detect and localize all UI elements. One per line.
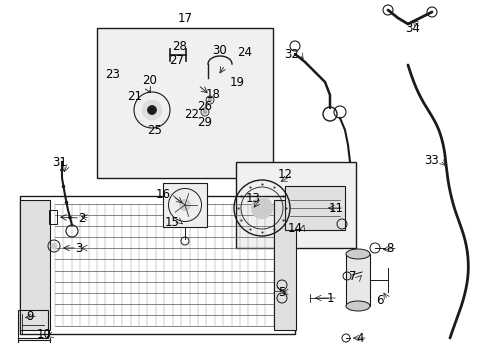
Circle shape: [51, 243, 57, 249]
Text: 3: 3: [75, 242, 82, 255]
Text: 16: 16: [155, 188, 170, 201]
Bar: [20, 196, 294, 334]
Text: 14: 14: [287, 221, 302, 234]
Bar: [49, 210, 57, 224]
Text: 31: 31: [52, 156, 67, 168]
Text: 20: 20: [142, 73, 157, 86]
Text: 21: 21: [127, 90, 142, 103]
Text: 13: 13: [245, 192, 260, 204]
Text: 26: 26: [197, 99, 212, 112]
Bar: [285, 186, 345, 230]
Text: 28: 28: [172, 40, 187, 53]
Bar: [20, 200, 50, 330]
Text: 2: 2: [78, 211, 85, 225]
Text: 1: 1: [325, 292, 333, 305]
Text: 32: 32: [284, 48, 299, 60]
Bar: [97, 28, 272, 178]
Circle shape: [203, 110, 206, 114]
Circle shape: [179, 199, 190, 211]
Circle shape: [147, 105, 156, 114]
Text: 27: 27: [169, 54, 184, 67]
Text: 30: 30: [212, 44, 227, 57]
Bar: [236, 162, 355, 248]
Text: 8: 8: [386, 242, 393, 255]
Ellipse shape: [346, 301, 369, 311]
Circle shape: [142, 100, 162, 120]
Text: 25: 25: [147, 123, 162, 136]
Text: 29: 29: [197, 116, 212, 129]
Bar: [163, 183, 206, 227]
Text: 34: 34: [405, 22, 420, 35]
Bar: [18, 310, 48, 338]
Text: 23: 23: [105, 68, 120, 81]
Bar: [346, 254, 369, 306]
Text: 10: 10: [37, 328, 51, 342]
Bar: [273, 200, 295, 330]
Text: 6: 6: [375, 293, 383, 306]
Text: 11: 11: [328, 202, 343, 215]
Text: 17: 17: [177, 12, 192, 24]
Text: 9: 9: [26, 310, 34, 323]
Text: 22: 22: [184, 108, 199, 121]
Text: 24: 24: [237, 45, 252, 58]
Text: 19: 19: [229, 76, 244, 89]
Circle shape: [61, 168, 63, 171]
Text: 18: 18: [205, 89, 220, 102]
Ellipse shape: [346, 249, 369, 259]
Circle shape: [68, 216, 71, 219]
Text: 7: 7: [348, 270, 356, 283]
Circle shape: [65, 201, 68, 204]
Text: 5: 5: [278, 285, 285, 298]
Circle shape: [207, 98, 212, 102]
Circle shape: [62, 185, 65, 188]
Text: 15: 15: [164, 216, 179, 229]
Text: 4: 4: [356, 332, 363, 345]
Text: 33: 33: [424, 153, 439, 166]
Text: 12: 12: [277, 168, 292, 181]
Circle shape: [251, 197, 272, 219]
